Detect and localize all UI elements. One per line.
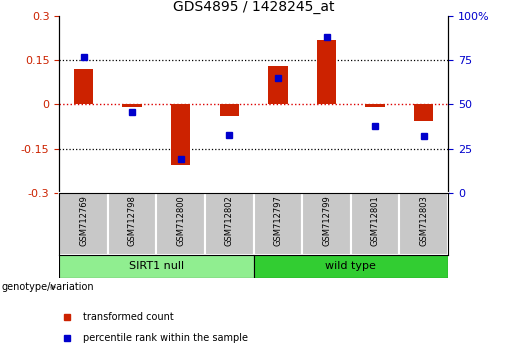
Title: GDS4895 / 1428245_at: GDS4895 / 1428245_at [173, 0, 334, 13]
Bar [366, 104, 385, 107]
Text: GSM712802: GSM712802 [225, 195, 234, 246]
Bar [74, 69, 93, 104]
Text: GSM712801: GSM712801 [371, 195, 380, 246]
Text: GSM712800: GSM712800 [176, 195, 185, 246]
Bar [108, 193, 157, 255]
Bar [205, 193, 253, 255]
Bar [171, 104, 191, 165]
Bar [317, 40, 336, 104]
Bar [400, 193, 448, 255]
Text: GSM712769: GSM712769 [79, 195, 88, 246]
Bar [59, 255, 253, 278]
Text: GSM712799: GSM712799 [322, 195, 331, 246]
Bar [253, 193, 302, 255]
Bar [157, 193, 205, 255]
Bar [219, 104, 239, 116]
Bar [302, 193, 351, 255]
Bar [268, 66, 288, 104]
Text: wild type: wild type [325, 261, 376, 272]
Bar [123, 104, 142, 107]
Text: genotype/variation: genotype/variation [1, 282, 94, 292]
Bar [351, 193, 400, 255]
Text: GSM712803: GSM712803 [419, 195, 428, 246]
Text: GSM712797: GSM712797 [273, 195, 282, 246]
Text: SIRT1 null: SIRT1 null [129, 261, 184, 272]
Bar [253, 255, 448, 278]
Text: percentile rank within the sample: percentile rank within the sample [82, 332, 248, 343]
Text: GSM712798: GSM712798 [128, 195, 136, 246]
Bar [59, 193, 108, 255]
Text: transformed count: transformed count [82, 312, 174, 322]
Bar [414, 104, 434, 121]
